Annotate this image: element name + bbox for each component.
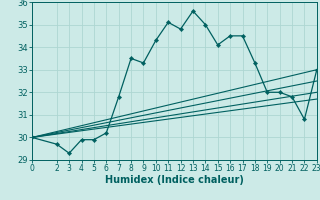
X-axis label: Humidex (Indice chaleur): Humidex (Indice chaleur): [105, 175, 244, 185]
